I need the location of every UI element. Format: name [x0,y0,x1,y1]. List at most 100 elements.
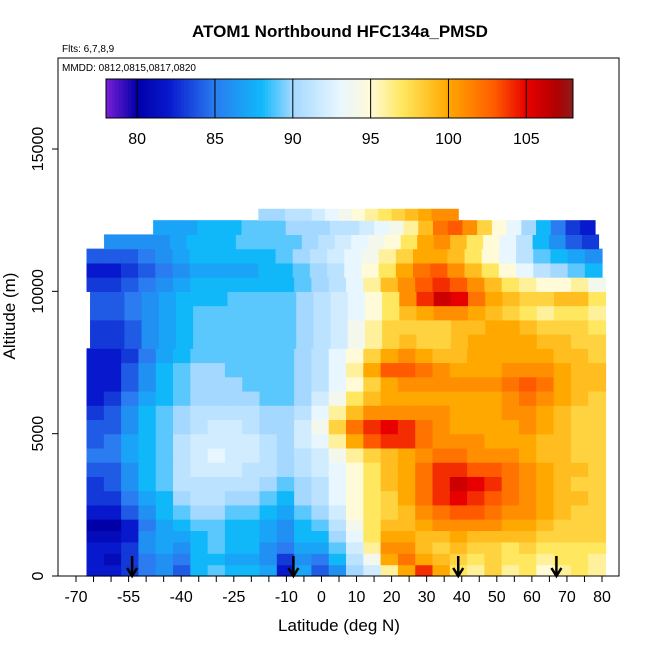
heatmap-cell [432,490,451,506]
colorbar-segment [183,79,188,118]
heatmap-cell [588,405,607,421]
heatmap-cell [190,519,209,532]
heatmap-cell [588,277,607,292]
heatmap-cell [103,419,122,435]
heatmap-cell [138,541,157,554]
colorbar-segment [398,79,403,118]
heatmap-cell [294,462,313,477]
heatmap-cell [501,564,520,577]
heatmap-cell [86,348,105,364]
heatmap-cell [467,490,486,506]
heatmap-cell [285,220,302,235]
heatmap-cell [553,462,572,477]
heatmap-cell [124,319,143,335]
heatmap-cell [279,291,297,307]
heatmap-cell [516,262,534,278]
heatmap-cell [588,476,607,492]
colorbar-segment [361,79,365,118]
colorbar-segment [516,79,521,118]
heatmap-cell [276,419,295,435]
heatmap-cell [484,476,503,492]
heatmap-cell [224,277,243,292]
heatmap-cell [259,447,278,463]
heatmap-cell [449,362,468,378]
heatmap-cell [468,334,486,349]
heatmap-cell [553,447,572,463]
heatmap-cell [588,319,607,335]
heatmap-cell [432,564,451,577]
heatmap-cell [467,362,486,378]
heatmap-cell [432,362,451,378]
heatmap-cell [450,319,469,335]
heatmap-cell [121,447,140,463]
heatmap-cell [380,419,399,435]
heatmap-cell [276,519,295,532]
heatmap-cell [276,433,295,449]
heatmap-cell [241,262,259,278]
heatmap-cell [380,564,399,577]
colorbar-segment [560,79,565,118]
heatmap-cell [207,433,226,449]
colorbar-segment [193,79,197,118]
heatmap-cell [450,334,469,349]
heatmap-cell [276,476,295,492]
heatmap-cell [301,234,319,250]
colorbar-segment [249,79,253,118]
heatmap-cell [380,390,399,406]
heatmap-cell [242,376,261,392]
heatmap-cell [103,390,122,406]
heatmap-cell [242,348,261,364]
colorbar-segment [495,79,499,118]
heatmap-cell [501,553,520,566]
heatmap-cell [207,553,226,566]
colorbar-segment [143,79,147,118]
heatmap-cell [328,348,347,364]
heatmap-cell [501,447,520,463]
heatmap-cell [190,553,209,566]
heatmap-cell [138,564,157,577]
heatmap-cell [276,447,295,463]
dates-note: MMDD: 0812,0815,0817,0820 [62,63,196,74]
colorbar-segment [258,79,263,118]
heatmap-cell [363,405,382,421]
heatmap-cell [155,419,174,435]
heatmap-cell [467,405,486,421]
heatmap-cell [432,433,451,449]
heatmap-cell [415,433,434,449]
heatmap-cell [498,262,517,278]
heatmap-cell [467,277,486,292]
heatmap-cell [86,447,105,463]
heatmap-cell [467,541,486,554]
heatmap-cell [138,362,157,378]
colorbar-segment [236,79,241,118]
heatmap-cell [380,447,399,463]
heatmap-cell [138,553,157,566]
heatmap-cell [121,362,140,378]
heatmap-cell [328,447,347,463]
heatmap-cell [449,530,468,543]
heatmap-cell [397,405,416,421]
heatmap-cell [294,362,313,378]
heatmap-cell [588,305,607,321]
x-axis: -70 -55 -40 -25 -10 0 10 20 30 40 50 60 70 80 [64,575,611,606]
heatmap-cell [499,234,517,250]
heatmap-cell [173,490,191,506]
heatmap-cell [86,564,105,577]
heatmap-cell [449,277,468,292]
heatmap-cell [259,405,278,421]
heatmap-cell [418,208,433,221]
heatmap-cell [173,277,191,292]
colorbar-segment [221,79,225,118]
colorbar-segment [199,79,204,118]
y-tick-label: 0 [30,571,47,580]
heatmap-cell [467,504,486,520]
heatmap-cell [294,564,313,577]
heatmap-cell [121,541,140,554]
heatmap-cell [256,220,272,235]
heatmap-cell [468,305,486,321]
heatmap-cell [467,476,486,492]
heatmap-cell [259,462,278,477]
heatmap-cell [484,348,503,364]
heatmap-cell [294,390,313,406]
heatmap-cell [259,530,278,543]
